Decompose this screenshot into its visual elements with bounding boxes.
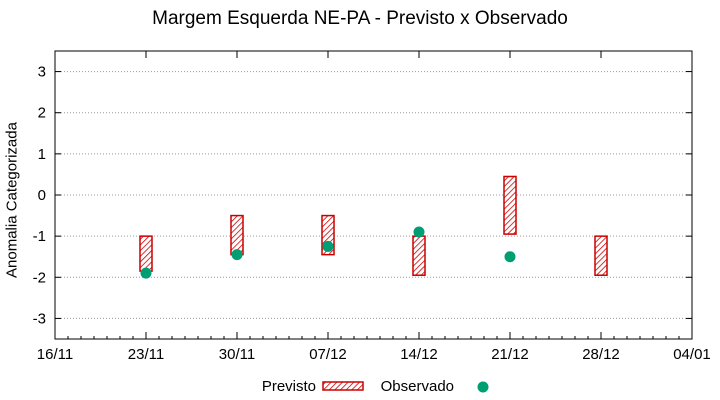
forecast-range-bar	[503, 175, 517, 235]
x-tick-label: 16/11	[37, 346, 73, 363]
x-tick-label: 04/01	[673, 346, 711, 363]
y-tick-label: -3	[33, 310, 46, 327]
y-tick-label: 3	[38, 64, 46, 81]
forecast-range-bar	[139, 235, 153, 272]
data-marks	[139, 175, 608, 279]
legend-label: Previsto	[262, 378, 316, 395]
observed-point	[140, 267, 152, 279]
axis-ticks: -3 -2 -1 0 1 2 3 16/11 23/11 30/11 07/12 14/12 21/12…	[33, 51, 711, 363]
y-tick-label: 1	[38, 146, 46, 163]
x-tick-label: 07/12	[309, 346, 347, 363]
y-tick-label: 0	[38, 187, 46, 204]
forecast-range-bar	[594, 235, 608, 276]
forecast-range-bar	[412, 235, 426, 276]
observed-point	[231, 249, 243, 261]
legend-label: Observado	[381, 378, 454, 395]
observed-point	[413, 226, 425, 238]
x-tick-label: 21/12	[491, 346, 529, 363]
observed-point	[504, 251, 516, 263]
forecast-range-bar	[230, 214, 244, 256]
legend-observed-swatch	[477, 381, 489, 393]
y-tick-label: -1	[33, 228, 46, 245]
x-tick-label: 14/12	[400, 346, 438, 363]
x-tick-label: 28/12	[582, 346, 620, 363]
grid	[55, 71, 692, 319]
x-tick-label: 23/11	[128, 346, 164, 363]
x-tick-label: 30/11	[219, 346, 255, 363]
chart-title: Margem Esquerda NE-PA - Previsto x Obser…	[152, 8, 568, 29]
observed-point	[322, 240, 334, 252]
y-tick-label: 2	[38, 105, 46, 122]
legend: Previsto Observado	[262, 378, 489, 395]
legend-forecast-swatch	[322, 381, 364, 391]
y-tick-label: -2	[33, 269, 46, 286]
